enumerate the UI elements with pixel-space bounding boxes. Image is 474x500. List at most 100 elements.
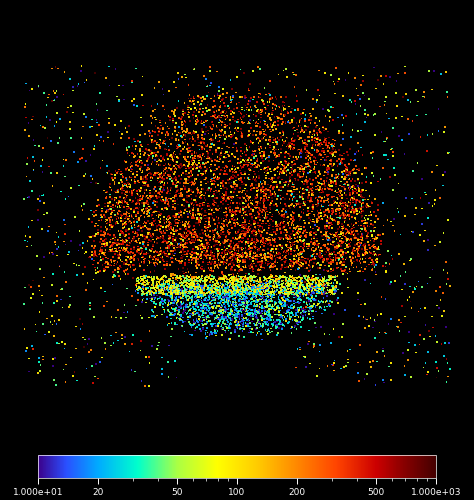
Point [328, 158, 335, 166]
Point [201, 290, 209, 298]
Point [139, 220, 147, 228]
Point [303, 282, 311, 290]
Point [165, 212, 173, 220]
Point [244, 253, 252, 261]
Point [237, 162, 244, 170]
Point [245, 224, 252, 232]
Point [327, 177, 335, 185]
Point [200, 108, 207, 116]
Point [218, 122, 225, 130]
Point [207, 136, 214, 143]
Point [198, 276, 205, 284]
Point [256, 280, 264, 287]
Point [248, 325, 255, 333]
Point [304, 194, 311, 202]
Point [246, 306, 254, 314]
Point [169, 279, 177, 287]
Point [279, 320, 286, 328]
Point [230, 271, 237, 279]
Point [232, 240, 239, 248]
Point [198, 274, 205, 282]
Point [368, 198, 375, 205]
Point [178, 285, 186, 293]
Point [309, 295, 317, 303]
Point [183, 239, 191, 247]
Point [278, 207, 286, 215]
Point [306, 210, 313, 218]
Point [253, 288, 261, 296]
Point [374, 201, 382, 209]
Point [203, 318, 211, 326]
Point [170, 108, 177, 116]
Point [177, 208, 184, 216]
Point [234, 258, 241, 266]
Point [146, 165, 153, 173]
Point [105, 206, 113, 214]
Point [286, 169, 294, 177]
Point [293, 229, 301, 237]
Point [197, 178, 205, 186]
Point [213, 213, 220, 221]
Point [287, 230, 295, 238]
Point [249, 130, 256, 138]
Point [421, 188, 429, 196]
Point [261, 252, 268, 260]
Point [53, 320, 60, 328]
Point [287, 238, 294, 246]
Point [322, 206, 329, 214]
Point [302, 112, 310, 120]
Point [244, 239, 252, 247]
Point [233, 291, 240, 299]
Point [233, 292, 240, 300]
Point [225, 278, 233, 286]
Point [192, 262, 200, 270]
Point [137, 244, 145, 252]
Point [305, 338, 312, 345]
Point [178, 294, 185, 302]
Point [115, 96, 123, 104]
Point [159, 186, 166, 194]
Point [279, 282, 287, 290]
Point [415, 308, 422, 316]
Point [371, 234, 379, 242]
Point [281, 226, 289, 234]
Point [197, 139, 204, 147]
Point [251, 272, 258, 280]
Point [191, 250, 199, 258]
Point [182, 242, 190, 250]
Point [270, 236, 278, 244]
Point [338, 202, 346, 210]
Point [171, 170, 178, 178]
Point [109, 195, 116, 203]
Point [178, 213, 186, 221]
Point [326, 252, 334, 260]
Point [140, 260, 148, 268]
Point [192, 298, 200, 306]
Point [329, 230, 337, 238]
Point [321, 272, 328, 280]
Point [350, 247, 358, 255]
Point [130, 153, 138, 161]
Point [136, 204, 144, 212]
Point [266, 164, 273, 172]
Point [280, 138, 287, 145]
Point [263, 253, 270, 261]
Point [123, 284, 130, 292]
Point [284, 296, 292, 304]
Point [220, 228, 228, 235]
Point [352, 253, 359, 261]
Point [323, 248, 330, 256]
Point [321, 306, 329, 314]
Point [173, 210, 181, 218]
Point [290, 210, 297, 218]
Point [229, 168, 237, 175]
Point [308, 287, 315, 295]
Point [179, 288, 186, 296]
Point [334, 299, 342, 307]
Point [251, 243, 259, 251]
Point [174, 288, 182, 296]
Point [245, 97, 253, 105]
Point [219, 281, 227, 289]
Point [280, 129, 287, 137]
Point [198, 286, 206, 294]
